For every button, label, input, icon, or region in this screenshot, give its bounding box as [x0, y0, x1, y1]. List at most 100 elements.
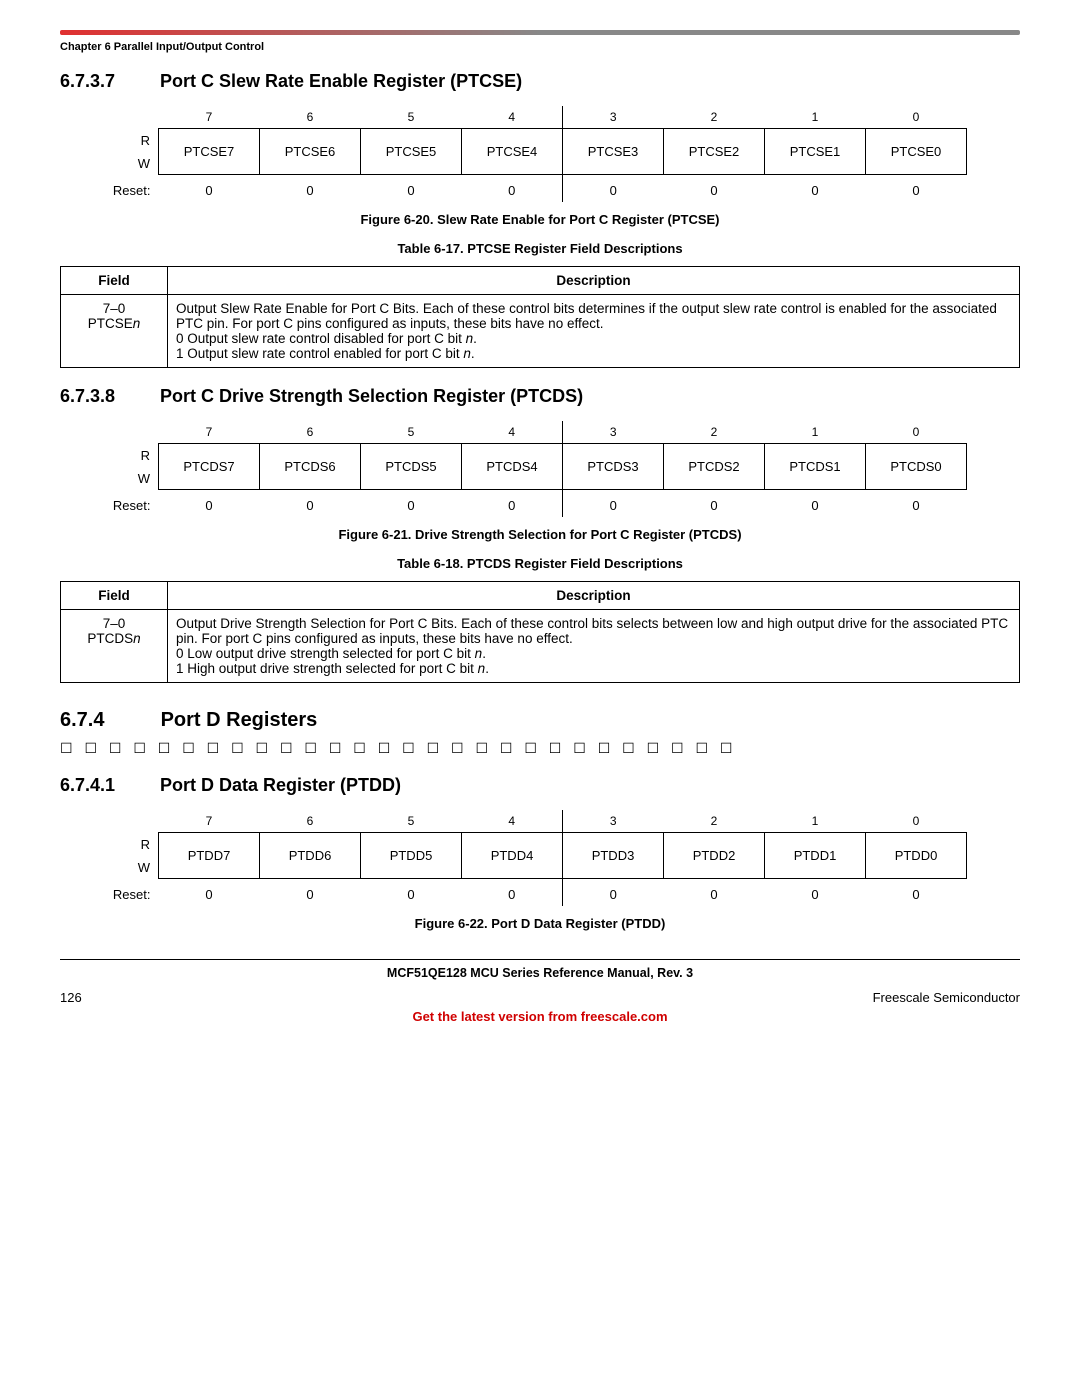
field-cell: 7–0 PTCDSn — [61, 610, 168, 683]
reset-val: 0 — [260, 879, 361, 907]
reg-bit: PTCDS6 — [260, 444, 361, 490]
reset-label: Reset: — [100, 175, 159, 203]
bit-col: 7 — [159, 421, 260, 444]
page-number: 126 — [60, 990, 82, 1005]
reset-val: 0 — [159, 879, 260, 907]
reg-bit: PTCSE1 — [765, 129, 866, 175]
bit-col: 3 — [563, 106, 664, 129]
register-diagram-ptcds: 7 6 5 4 3 2 1 0 R PTCDS7 PTCDS6 PTCDS5 P… — [100, 421, 1020, 517]
field-range: 7–0 — [103, 301, 126, 316]
reset-label: Reset: — [100, 879, 159, 907]
section-ptcds-heading: 6.7.3.8 Port C Drive Strength Selection … — [60, 386, 1020, 407]
bit-col: 0 — [866, 421, 967, 444]
placeholder-boxes: ☐ ☐ ☐ ☐ ☐ ☐ ☐ ☐ ☐ ☐ ☐ ☐ ☐ ☐ ☐ ☐ ☐ ☐ ☐ ☐ … — [60, 740, 1020, 757]
footer-link[interactable]: Get the latest version from freescale.co… — [60, 1009, 1020, 1024]
reg-bit: PTCDS2 — [664, 444, 765, 490]
reset-val: 0 — [563, 175, 664, 203]
reg-bit: PTDD0 — [866, 833, 967, 879]
desc-bit-n: n — [463, 346, 471, 361]
reg-bit: PTDD3 — [563, 833, 664, 879]
reset-val: 0 — [664, 879, 765, 907]
reset-val: 0 — [765, 175, 866, 203]
section-number: 6.7.3.7 — [60, 71, 155, 92]
bit-col: 4 — [462, 106, 563, 129]
col-field: Field — [61, 267, 168, 295]
reset-val: 0 — [664, 175, 765, 203]
reset-val: 0 — [361, 490, 462, 518]
reset-val: 0 — [462, 175, 563, 203]
reg-bit: PTDD6 — [260, 833, 361, 879]
field-name-suffix: n — [133, 316, 141, 331]
rw-label-w: W — [100, 467, 159, 490]
field-range: 7–0 — [103, 616, 126, 631]
section-title: Port D Registers — [161, 709, 318, 731]
bit-col: 4 — [462, 810, 563, 833]
bit-col: 1 — [765, 810, 866, 833]
reg-bit: PTDD1 — [765, 833, 866, 879]
register-diagram-ptcse: 7 6 5 4 3 2 1 0 R PTCSE7 PTCSE6 PTCSE5 P… — [100, 106, 1020, 202]
reset-val: 0 — [159, 175, 260, 203]
rw-label-r: R — [100, 444, 159, 467]
rw-label-r: R — [100, 833, 159, 856]
reset-label: Reset: — [100, 490, 159, 518]
table-caption: Table 6-18. PTCDS Register Field Descrip… — [60, 556, 1020, 571]
bit-col: 0 — [866, 106, 967, 129]
reset-val: 0 — [462, 879, 563, 907]
bit-col: 3 — [563, 810, 664, 833]
desc-line: . — [473, 331, 477, 346]
field-name-suffix: n — [133, 631, 141, 646]
figure-caption: Figure 6-21. Drive Strength Selection fo… — [60, 527, 1020, 542]
desc-line: 1 High output drive strength selected fo… — [176, 661, 478, 676]
reset-val: 0 — [563, 490, 664, 518]
bit-col: 1 — [765, 106, 866, 129]
reg-bit: PTCSE7 — [159, 129, 260, 175]
reg-bit: PTCDS0 — [866, 444, 967, 490]
reset-val: 0 — [462, 490, 563, 518]
section-number: 6.7.4 — [60, 709, 155, 732]
bit-col: 2 — [664, 106, 765, 129]
reg-bit: PTCSE0 — [866, 129, 967, 175]
register-diagram-ptdd: 7 6 5 4 3 2 1 0 R PTDD7 PTDD6 PTDD5 PTDD… — [100, 810, 1020, 906]
reset-val: 0 — [563, 879, 664, 907]
bit-col: 2 — [664, 810, 765, 833]
figure-caption: Figure 6-20. Slew Rate Enable for Port C… — [60, 212, 1020, 227]
table-caption: Table 6-17. PTCSE Register Field Descrip… — [60, 241, 1020, 256]
ptcds-field-table: Field Description 7–0 PTCDSn Output Driv… — [60, 581, 1020, 683]
section-title: Port C Slew Rate Enable Register (PTCSE) — [160, 71, 522, 91]
bit-col: 7 — [159, 810, 260, 833]
reg-bit: PTCDS1 — [765, 444, 866, 490]
desc-line: 0 Low output drive strength selected for… — [176, 646, 475, 661]
footer-doc-title: MCF51QE128 MCU Series Reference Manual, … — [60, 966, 1020, 980]
reg-bit: PTCSE6 — [260, 129, 361, 175]
reset-val: 0 — [664, 490, 765, 518]
bit-col: 5 — [361, 421, 462, 444]
field-name: PTCSE — [88, 316, 133, 331]
bit-col: 5 — [361, 106, 462, 129]
reg-bit: PTDD7 — [159, 833, 260, 879]
desc-line: . — [485, 661, 489, 676]
field-name: PTCDS — [87, 631, 133, 646]
section-ptcse-heading: 6.7.3.7 Port C Slew Rate Enable Register… — [60, 71, 1020, 92]
reset-val: 0 — [866, 490, 967, 518]
section-title: Port D Data Register (PTDD) — [160, 775, 401, 795]
section-number: 6.7.3.8 — [60, 386, 155, 407]
col-desc: Description — [168, 582, 1020, 610]
reg-bit: PTCSE4 — [462, 129, 563, 175]
field-cell: 7–0 PTCSEn — [61, 295, 168, 368]
reg-bit: PTCDS7 — [159, 444, 260, 490]
desc-line: 1 Output slew rate control enabled for p… — [176, 346, 463, 361]
reset-val: 0 — [765, 490, 866, 518]
desc-line: . — [482, 646, 486, 661]
bit-col: 4 — [462, 421, 563, 444]
reg-bit: PTDD5 — [361, 833, 462, 879]
chapter-label: Chapter 6 Parallel Input/Output Control — [60, 41, 1020, 53]
reset-val: 0 — [866, 879, 967, 907]
desc-line: Output Slew Rate Enable for Port C Bits.… — [176, 301, 997, 331]
reg-bit: PTCSE5 — [361, 129, 462, 175]
reset-val: 0 — [866, 175, 967, 203]
ptcse-field-table: Field Description 7–0 PTCSEn Output Slew… — [60, 266, 1020, 368]
section-title: Port C Drive Strength Selection Register… — [160, 386, 583, 406]
reg-bit: PTCDS5 — [361, 444, 462, 490]
desc-line: Output Drive Strength Selection for Port… — [176, 616, 1008, 646]
footer: MCF51QE128 MCU Series Reference Manual, … — [60, 959, 1020, 1024]
